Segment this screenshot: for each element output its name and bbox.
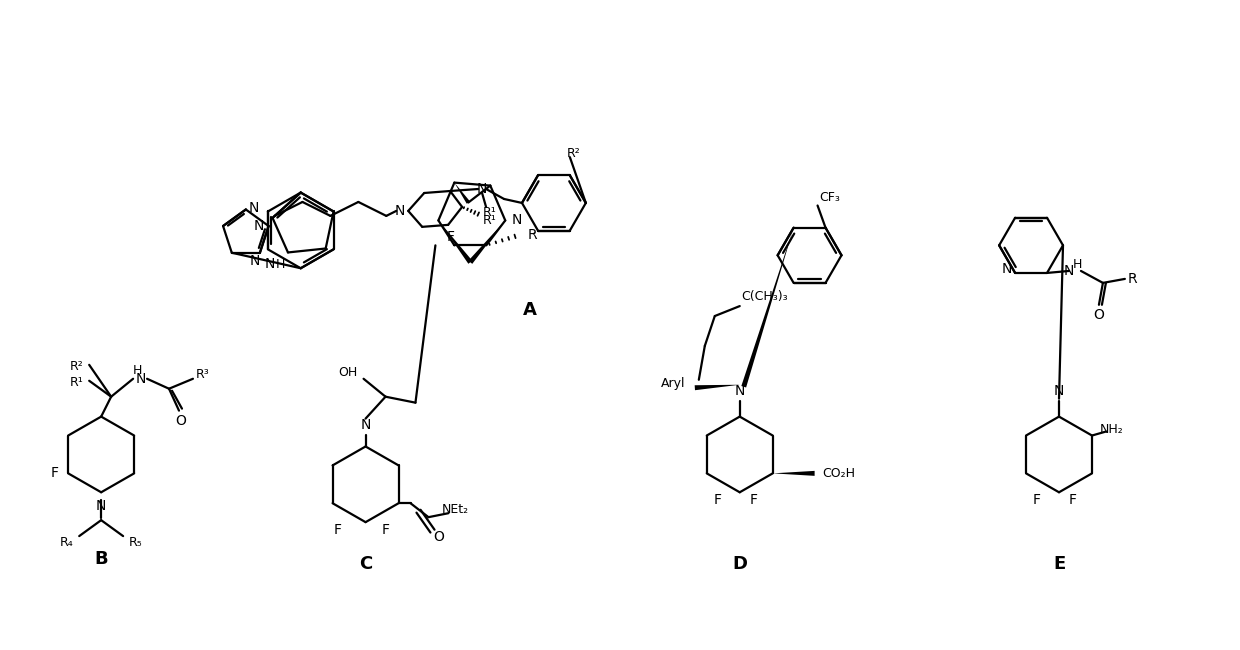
Text: F: F	[714, 493, 722, 507]
Text: C: C	[358, 555, 372, 573]
Text: N: N	[396, 204, 405, 218]
Text: H: H	[133, 364, 141, 377]
Text: F: F	[382, 523, 389, 537]
Text: OH: OH	[339, 367, 357, 380]
Text: F: F	[750, 493, 758, 507]
Text: CO₂H: CO₂H	[822, 467, 856, 480]
Text: H: H	[275, 258, 285, 271]
Polygon shape	[469, 220, 505, 264]
Polygon shape	[773, 471, 815, 476]
Text: D: D	[733, 555, 748, 573]
Text: F: F	[334, 523, 342, 537]
Text: R: R	[527, 228, 537, 242]
Text: E: E	[1053, 555, 1065, 573]
Text: F: F	[1033, 493, 1042, 507]
Text: C(CH₃)₃: C(CH₃)₃	[742, 290, 787, 303]
Text: R¹: R¹	[484, 214, 497, 227]
Text: O: O	[433, 530, 444, 544]
Text: N: N	[1002, 262, 1012, 276]
Text: N: N	[265, 257, 275, 272]
Text: R₄: R₄	[60, 536, 73, 549]
Text: B: B	[94, 550, 108, 568]
Text: N: N	[249, 200, 259, 214]
Polygon shape	[742, 227, 794, 387]
Polygon shape	[694, 385, 740, 390]
Text: N: N	[253, 219, 264, 233]
Text: R: R	[1128, 272, 1137, 286]
Text: Aryl: Aryl	[661, 377, 686, 390]
Text: F: F	[1069, 493, 1078, 507]
Text: N: N	[249, 254, 260, 268]
Text: F: F	[446, 230, 454, 244]
Text: CF₃: CF₃	[820, 191, 839, 204]
Text: N: N	[477, 182, 487, 196]
Text: NH₂: NH₂	[1100, 423, 1123, 436]
Text: N: N	[1054, 384, 1064, 398]
Text: R₅: R₅	[129, 536, 143, 549]
Text: N: N	[734, 384, 745, 398]
Text: N: N	[361, 417, 371, 432]
Text: R²: R²	[567, 147, 580, 160]
Text: R¹: R¹	[484, 207, 497, 220]
Text: H: H	[1073, 259, 1081, 272]
Text: N: N	[512, 213, 522, 228]
Text: O: O	[1094, 307, 1105, 322]
Text: F: F	[50, 466, 58, 480]
Text: O: O	[176, 413, 186, 428]
Polygon shape	[454, 183, 470, 203]
Text: R¹: R¹	[69, 376, 83, 389]
Text: N: N	[1064, 264, 1074, 278]
Text: R²: R²	[69, 360, 83, 373]
Text: N: N	[95, 499, 107, 514]
Text: N: N	[136, 372, 146, 385]
Text: NEt₂: NEt₂	[441, 502, 469, 515]
Polygon shape	[439, 220, 472, 264]
Text: A: A	[523, 301, 537, 319]
Text: R³: R³	[196, 369, 210, 382]
